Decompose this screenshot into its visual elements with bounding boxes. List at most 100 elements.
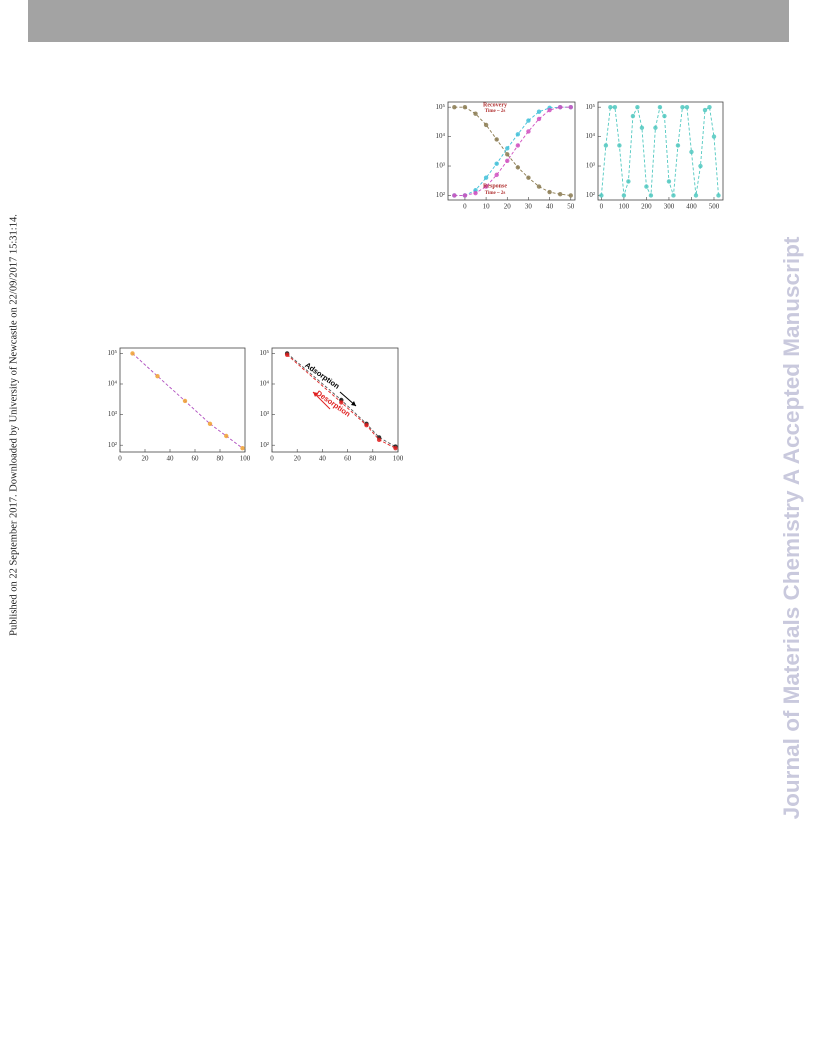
data-point: [339, 400, 344, 405]
data-point: [684, 104, 690, 110]
data-point: [635, 104, 640, 110]
data-point: [599, 193, 604, 198]
x-tick-label: 80: [369, 455, 377, 463]
data-point: [568, 104, 573, 110]
data-point: [364, 423, 369, 428]
y-tick-label: 10²: [586, 191, 595, 199]
data-point: [536, 184, 542, 189]
x-tick-label: 40: [319, 455, 327, 463]
x-tick-label: 0: [270, 455, 274, 463]
y-tick-label: 10⁵: [260, 349, 270, 357]
data-point: [462, 104, 468, 110]
data-point: [707, 104, 712, 110]
data-point: [666, 179, 672, 184]
x-tick-label: 30: [525, 203, 533, 211]
annotation: Time ~ 2s: [485, 191, 506, 196]
x-tick-label: 40: [546, 203, 554, 211]
data-point: [483, 184, 489, 189]
plot-frame: [119, 347, 246, 453]
arrow-head: [351, 401, 356, 406]
x-tick-label: 10: [483, 203, 491, 211]
data-point: [515, 165, 521, 170]
data-point: [240, 445, 245, 451]
chart: 0 100 200 300 400 500 10² 10³ 10⁴ 10⁵: [586, 101, 724, 211]
y-tick-label: 10⁴: [108, 380, 118, 388]
y-tick-label: 10³: [260, 410, 269, 418]
plot-frame: [597, 101, 724, 201]
y-tick-label: 10⁵: [586, 103, 596, 111]
data-point: [698, 163, 703, 169]
data-point: [603, 143, 609, 148]
data-point: [526, 118, 531, 123]
data-point: [689, 149, 694, 155]
x-tick-label: 20: [504, 203, 512, 211]
chart: 0 20 40 60 80 100 10² 10³ 10⁴ 10⁵: [108, 347, 251, 463]
data-point: [155, 373, 160, 379]
data-point: [702, 107, 708, 113]
watermark: Journal of Materials Chemistry A Accepte…: [779, 236, 804, 819]
x-tick-label: 0: [463, 203, 467, 211]
data-point: [515, 132, 521, 137]
data-point: [568, 193, 573, 198]
data-point: [617, 143, 622, 148]
data-point: [536, 116, 542, 122]
data-point: [526, 175, 531, 180]
data-point: [483, 175, 489, 180]
data-point: [494, 137, 499, 142]
side-note: Published on 22 September 2017. Download…: [8, 214, 19, 636]
plot-frame: [271, 347, 399, 453]
data-point: [376, 437, 382, 443]
y-tick-label: 10²: [260, 441, 269, 449]
data-point: [505, 152, 510, 157]
data-point: [207, 421, 213, 427]
y-tick-label: 10⁵: [436, 103, 446, 111]
y-tick-label: 10²: [108, 441, 117, 449]
series-line: [454, 106, 571, 196]
series-line: [132, 353, 243, 449]
data-point: [284, 352, 290, 357]
x-tick-label: 40: [167, 455, 175, 463]
x-tick-label: 100: [240, 455, 251, 463]
y-tick-label: 10⁴: [260, 380, 270, 388]
y-tick-label: 10³: [108, 410, 117, 418]
data-point: [547, 189, 552, 195]
data-point: [494, 161, 499, 166]
y-tick-label: 10⁴: [436, 132, 446, 140]
data-point: [557, 104, 563, 110]
x-tick-label: 200: [641, 203, 652, 211]
data-point: [452, 104, 457, 110]
series-line: [454, 106, 571, 196]
data-point: [547, 107, 552, 113]
annotation: Response: [483, 183, 507, 189]
data-point: [626, 179, 631, 184]
data-point: [224, 433, 229, 439]
header-bar: [28, 0, 789, 42]
data-point: [648, 193, 654, 198]
data-point: [557, 192, 563, 197]
x-tick-label: 50: [567, 203, 575, 211]
y-tick-label: 10³: [586, 162, 595, 170]
data-point: [612, 104, 618, 110]
data-point: [608, 104, 613, 110]
data-point: [693, 193, 699, 198]
annotation: Time ~ 2s: [485, 109, 506, 114]
data-point: [393, 445, 398, 451]
x-tick-label: 60: [344, 455, 352, 463]
data-point: [462, 193, 468, 198]
data-point: [716, 193, 721, 198]
y-tick-label: 10²: [436, 191, 445, 199]
x-tick-label: 80: [217, 455, 225, 463]
series-line: [454, 106, 571, 196]
x-tick-label: 20: [294, 455, 302, 463]
data-point: [130, 351, 135, 356]
data-point: [621, 193, 627, 198]
data-point: [653, 125, 658, 130]
data-point: [526, 129, 531, 134]
data-point: [452, 193, 457, 198]
data-point: [662, 113, 667, 119]
data-point: [639, 125, 645, 130]
